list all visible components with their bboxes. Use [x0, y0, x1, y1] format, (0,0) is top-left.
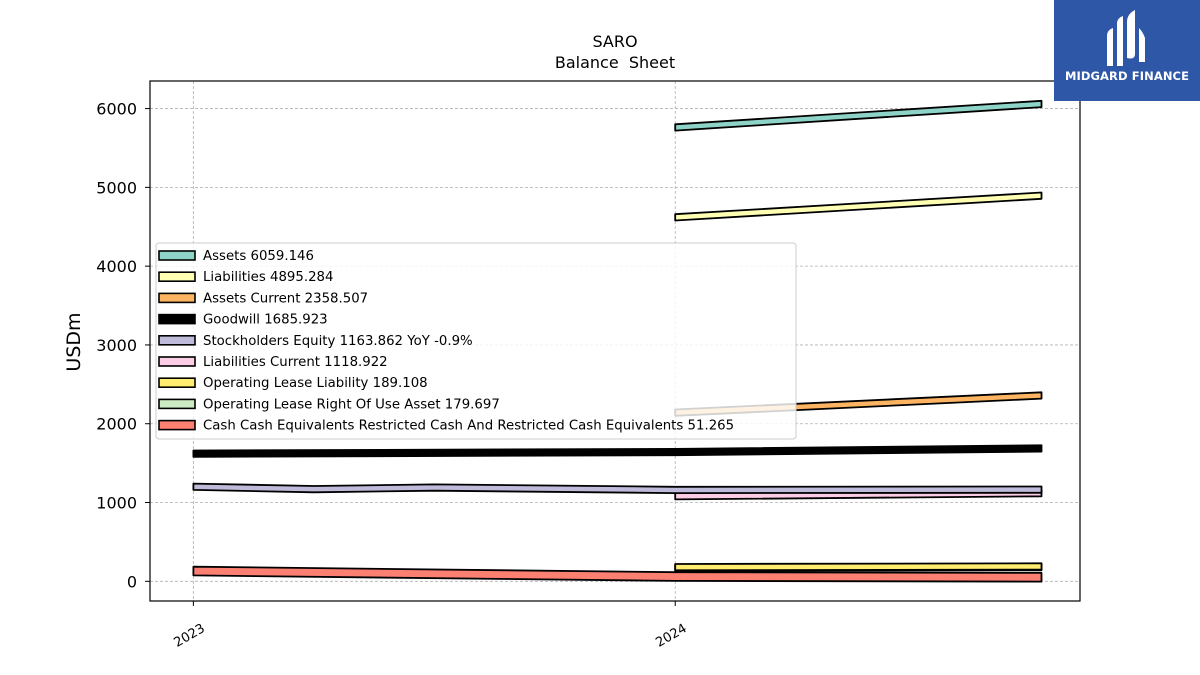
legend-swatch-liabilities-current — [158, 356, 196, 367]
legend-label-liabilities-current: Liabilities Current 1118.922 — [203, 355, 388, 370]
x-tick-label: 2024 — [653, 621, 689, 651]
legend: Assets 6059.146 Liabilities 4895.284 Asset… — [155, 242, 797, 440]
legend-swatch-assets-current — [158, 292, 196, 304]
legend-swatch-goodwill — [158, 313, 196, 325]
y-tick-label: 1000 — [96, 494, 137, 513]
legend-swatch-operating-lease-liability — [158, 377, 196, 389]
legend-label-liabilities: Liabilities 4895.284 — [203, 270, 333, 285]
legend-label-assets-current: Assets Current 2358.507 — [203, 291, 368, 306]
midgard-logo-icon — [1107, 10, 1145, 66]
legend-label-operating-lease-right-of-use-asset: Operating Lease Right Of Use Asset 179.6… — [203, 397, 500, 412]
legend-swatch-cash-cash-equivalents-restricted-cash-and-restricted-cash-equivalents — [158, 419, 196, 431]
legend-swatch-stockholders-equity — [158, 334, 196, 346]
legend-label-operating-lease-liability: Operating Lease Liability 189.108 — [203, 376, 428, 391]
legend-label-stockholders-equity: Stockholders Equity 1163.862 YoY -0.9% — [203, 334, 473, 349]
x-tick-label: 2023 — [172, 621, 208, 651]
y-tick-label: 4000 — [96, 257, 137, 276]
y-tick-label: 0 — [127, 572, 137, 591]
series-band-operating-lease-liability — [674, 562, 1043, 572]
legend-label-cash-cash-equivalents-restricted-cash-and-restricted-cash-equivalents: Cash Cash Equivalents Restricted Cash An… — [203, 419, 734, 434]
legend-box — [155, 242, 797, 440]
series-band-goodwill — [192, 444, 1043, 458]
plot-frame — [149, 80, 1081, 602]
legend-swatch-operating-lease-right-of-use-asset — [158, 398, 196, 410]
y-tick-label: 3000 — [96, 336, 137, 355]
legend-swatch-assets — [158, 250, 196, 261]
series-band-stockholders-equity — [192, 482, 1043, 494]
y-axis-label: USDm — [63, 312, 85, 371]
series-layer — [192, 99, 1043, 583]
legend-swatch-liabilities — [158, 271, 196, 283]
y-tick-label: 2000 — [96, 415, 137, 434]
y-tick-label: 5000 — [96, 178, 137, 197]
y-tick-label: 6000 — [96, 100, 137, 119]
legend-label-assets: Assets 6059.146 — [203, 249, 314, 264]
chart-title: SARO — [592, 32, 637, 51]
series-band-liabilities — [674, 191, 1043, 222]
legend-label-goodwill: Goodwill 1685.923 — [203, 313, 328, 328]
chart-subtitle: Balance Sheet — [555, 53, 675, 72]
midgard-finance-logo: MIDGARD FINANCE — [1054, 0, 1200, 101]
series-band-assets — [674, 99, 1043, 132]
series-band-cash-cash-equivalents-restricted-cash-and-restricted-cash-equivalents — [192, 565, 1043, 583]
logo-text: MIDGARD FINANCE — [1064, 69, 1190, 83]
